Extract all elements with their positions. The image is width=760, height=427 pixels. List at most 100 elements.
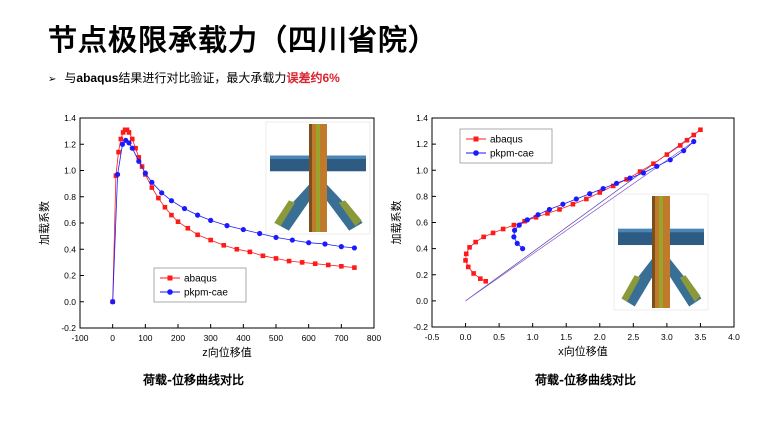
series-pkpm-cae-point — [195, 212, 201, 218]
series-abaqus-point — [584, 196, 589, 202]
caption-left: 荷载-位移曲线对比 — [143, 373, 244, 387]
series-abaqus-point — [684, 137, 690, 143]
series-abaqus-point — [133, 145, 138, 151]
x-tick-label: 1.0 — [527, 332, 539, 342]
series-abaqus-point — [339, 264, 344, 269]
series-pkpm-cae-point — [338, 244, 344, 250]
series-pkpm-cae-point — [119, 141, 126, 147]
series-pkpm-cae-point — [159, 190, 165, 196]
series-pkpm-cae-point — [640, 170, 646, 176]
legend-abaqus-marker — [473, 136, 479, 142]
series-pkpm-cae-point — [520, 246, 526, 252]
right-column-edge — [652, 196, 655, 308]
bullet-prefix: 与 — [64, 71, 77, 85]
legend-box — [153, 267, 247, 303]
series-pkpm-cae-point — [681, 148, 687, 154]
y-tick-label: 0.0 — [416, 296, 428, 306]
right-model-illustration — [613, 193, 709, 311]
series-abaqus-point — [126, 130, 132, 135]
right-column-web — [659, 196, 663, 308]
series-pkpm-cae-point — [306, 240, 312, 246]
left-model-illustration — [265, 121, 371, 235]
series-abaqus-point — [698, 127, 703, 133]
y-tick-label: 0.8 — [416, 191, 428, 201]
series-pkpm-cae-point — [560, 201, 566, 207]
series-abaqus-point — [195, 232, 200, 238]
series-pkpm-cae-point — [257, 230, 263, 237]
series-abaqus-point — [352, 265, 357, 270]
x-tick-label: -100 — [71, 333, 88, 343]
series-abaqus-point — [260, 253, 266, 259]
series-abaqus-point — [286, 258, 292, 264]
series-abaqus-point — [597, 190, 603, 195]
series-abaqus-point — [116, 149, 121, 155]
series-pkpm-cae-point — [587, 191, 593, 197]
series-pkpm-cae-point — [546, 206, 553, 213]
x-axis-label: z向位移值 — [202, 345, 252, 359]
bullet-percent: 6% — [322, 71, 340, 85]
series-abaqus-point — [247, 249, 253, 255]
y-axis-label: 加载系数 — [38, 201, 51, 245]
series-abaqus-point — [175, 219, 181, 224]
caption-right: 荷载-位移曲线对比 — [535, 373, 636, 387]
x-tick-label: 0 — [110, 333, 115, 343]
y-tick-label: -0.2 — [61, 323, 76, 333]
series-pkpm-cae-point — [142, 170, 148, 176]
legend-box — [459, 128, 553, 164]
x-tick-label: -0.5 — [425, 332, 440, 342]
series-abaqus-point — [465, 264, 471, 270]
chart-x-displacement: -0.5 0.0 0.5 1.0 1.5 2.0 2.5 3.0 3.5 4.0 -0.2 0.0 0.… — [390, 113, 740, 358]
series-abaqus-point — [149, 185, 155, 190]
y-tick-label: 0.4 — [64, 244, 76, 254]
bullet-software: abaqus — [76, 71, 119, 85]
right-brace-right-web — [679, 275, 701, 302]
series-pkpm-cae-point — [208, 217, 214, 223]
series-abaqus-point — [120, 130, 126, 135]
y-tick-label: 0.8 — [64, 192, 76, 202]
series-pkpm-cae-point — [691, 138, 697, 145]
series-pkpm-cae-point — [322, 241, 328, 247]
series-abaqus-point — [483, 278, 488, 284]
series-pkpm-cae-point — [514, 240, 520, 246]
series-abaqus-point — [467, 245, 472, 250]
slide-title: 节点极限承载力（四川省院） — [48, 25, 439, 57]
x-tick-label: 0.0 — [460, 332, 472, 342]
y-tick-label: 0.6 — [416, 218, 428, 228]
series-pkpm-cae-point — [136, 158, 142, 164]
left-column-web — [316, 124, 320, 232]
series-abaqus-point — [570, 201, 576, 207]
y-tick-label: 0.0 — [64, 297, 76, 307]
x-tick-label: 1.5 — [560, 332, 572, 342]
left-column-edge — [309, 124, 312, 232]
series-abaqus-point — [234, 246, 240, 252]
bullet-line: ➢ 与abaqus结果进行对比验证，最大承载力误差约6% — [48, 69, 340, 86]
y-tick-label: 1.2 — [416, 139, 428, 149]
y-tick-label: 1.4 — [416, 113, 428, 123]
series-abaqus-point — [156, 195, 161, 201]
x-tick-label: 400 — [236, 333, 250, 343]
bullet-highlight: 误差约 — [286, 71, 323, 85]
x-tick-label: 600 — [302, 333, 316, 343]
series-pkpm-cae-point — [224, 223, 230, 229]
series-pkpm-cae-point — [129, 145, 135, 151]
series-abaqus-point — [637, 169, 643, 174]
series-abaqus-point — [557, 207, 562, 212]
series-pkpm-cae-point — [289, 237, 295, 243]
y-tick-label: 1.0 — [64, 166, 76, 176]
series-abaqus-point — [273, 256, 279, 261]
y-tick-label: 0.2 — [416, 270, 428, 280]
y-tick-label: 0.2 — [64, 271, 76, 281]
series-pkpm-cae-point — [181, 205, 188, 212]
x-tick-label: 700 — [334, 333, 348, 343]
y-tick-label: 1.0 — [416, 165, 428, 175]
x-tick-label: 800 — [367, 333, 381, 343]
x-tick-label: 2.5 — [627, 332, 639, 342]
left-brace-right-web — [338, 200, 362, 227]
series-abaqus-point — [185, 225, 191, 231]
series-abaqus-point — [651, 161, 656, 167]
y-tick-label: -0.2 — [413, 322, 428, 332]
series-pkpm-cae-point — [627, 175, 633, 181]
series-abaqus-point — [129, 136, 135, 142]
legend-pkpm-cae-marker — [167, 289, 173, 295]
x-tick-label: 300 — [204, 333, 218, 343]
